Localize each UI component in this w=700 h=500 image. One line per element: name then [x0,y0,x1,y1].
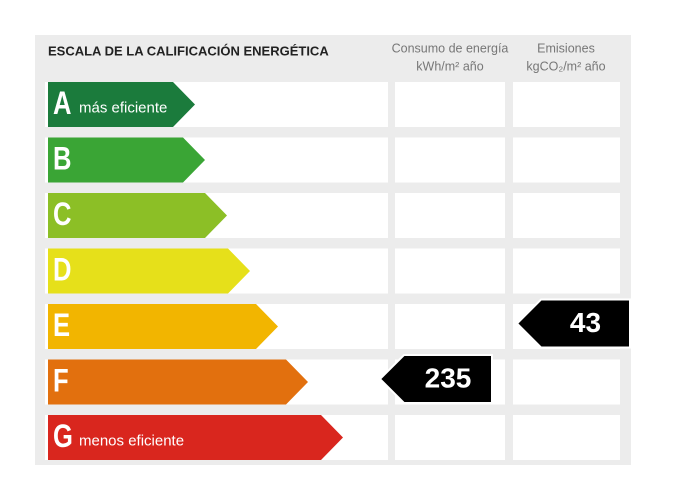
cell [513,82,620,127]
indicator-value: 235 [425,362,472,393]
rating-arrow [48,82,195,127]
rating-letter: B [53,142,71,177]
rating-letter: D [53,253,71,288]
rating-arrow [48,137,205,183]
rating-letter: A [53,86,72,121]
cell [513,248,620,294]
rating-arrow [48,359,308,405]
rating-indicator [515,298,631,349]
cell [395,304,505,349]
rating-letter: E [53,308,70,343]
cell [513,415,620,460]
column-unit: kWh/m² año [416,59,483,73]
cell [395,137,505,183]
rating-arrow [48,193,227,238]
column-title: Consumo de energía [392,41,509,55]
column-title: Emisiones [537,41,595,55]
cell [395,82,505,127]
rating-indicator [378,354,493,404]
title: ESCALA DE LA CALIFICACIÓN ENERGÉTICA [48,43,329,58]
rating-arrow [48,248,250,294]
cell [395,248,505,294]
rating-letter: C [53,197,72,232]
indicator-value: 43 [570,307,601,338]
column-unit: kgCO₂/m² año [526,59,605,73]
rating-label: menos eficiente [79,432,184,449]
cell [395,415,505,460]
cell [513,137,620,183]
rating-label: más eficiente [79,99,167,116]
cell [513,193,620,238]
rating-arrow [48,415,343,460]
rating-letter: F [53,364,69,399]
rating-arrow [48,304,278,349]
cell [395,193,505,238]
rating-letter: G [53,419,73,454]
cell [513,359,620,405]
